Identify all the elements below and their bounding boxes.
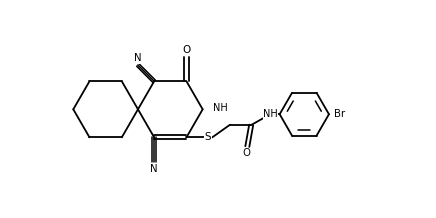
Text: N: N (150, 164, 158, 174)
Text: O: O (182, 45, 191, 55)
Text: NH: NH (214, 103, 228, 113)
Text: S: S (205, 132, 211, 142)
Text: Br: Br (334, 109, 345, 119)
Text: N: N (134, 53, 142, 63)
Text: NH: NH (263, 109, 278, 119)
Text: O: O (242, 148, 251, 158)
